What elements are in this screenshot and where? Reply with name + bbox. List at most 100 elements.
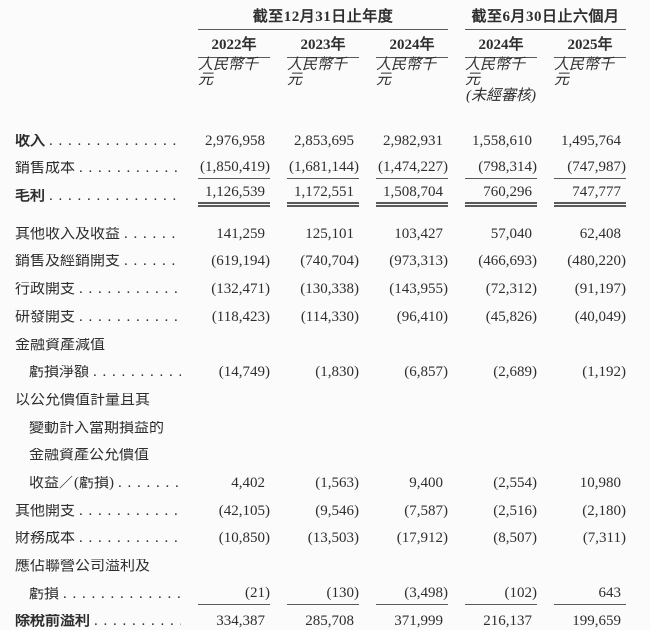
row-label: 金融資產減值 bbox=[15, 337, 106, 353]
table-row: 虧損淨額 (14,749) (1,830) (6,857) (2,689) (1,192) bbox=[15, 356, 650, 384]
unit-label: 人民幣千元 bbox=[287, 57, 348, 88]
row-label: 其他開支 bbox=[15, 503, 76, 519]
value-cell: (6,857) bbox=[404, 364, 448, 381]
value-cell bbox=[376, 436, 448, 439]
table-row: 銷售及經銷開支 (619,194) (740,704) (973,313) (466,6… bbox=[15, 245, 650, 273]
value-cell bbox=[287, 463, 359, 466]
value-cell: (42,105) bbox=[218, 502, 270, 519]
value-cell: (740,704) bbox=[300, 253, 359, 270]
dot-leader bbox=[75, 504, 181, 519]
value-cell: 747,777 bbox=[554, 185, 626, 208]
value-cell: 10,980 bbox=[579, 474, 621, 491]
value-cell: (45,826) bbox=[485, 308, 537, 325]
year-header: 2023年 bbox=[287, 30, 359, 58]
value-cell: (9,546) bbox=[315, 502, 359, 519]
value-cell bbox=[198, 408, 270, 411]
value-cell: 9,400 bbox=[409, 474, 443, 491]
table-row: 銷售成本 (1,850,419) (1,681,144) (1,474,227) (79… bbox=[15, 152, 650, 180]
value-cell: (2,554) bbox=[493, 474, 537, 491]
row-label-cell: 金融資產減值 bbox=[15, 338, 181, 356]
value-cell: (7,311) bbox=[582, 530, 626, 547]
value-cell: (7,587) bbox=[404, 502, 448, 519]
value-cell: (10,850) bbox=[218, 530, 270, 547]
dot-leader bbox=[75, 282, 181, 297]
table-row: 研發開支 (118,423) (114,330) (96,410) (45,826) (4… bbox=[15, 300, 650, 328]
table-row: 以公允價值計量且其 bbox=[15, 383, 650, 411]
value-cell: (72,312) bbox=[485, 281, 537, 298]
value-cell: 216,137 bbox=[483, 613, 532, 630]
row-label-cell: 虧損淨額 bbox=[15, 365, 181, 383]
value-cell bbox=[376, 353, 448, 356]
table-row: 金融資產減值 bbox=[15, 328, 650, 356]
table-row: 收益／(虧損) 4,402 (1,563) 9,400 (2,554) 10,980 bbox=[15, 466, 650, 494]
value-cell: (466,693) bbox=[478, 253, 537, 270]
value-cell: (480,220) bbox=[567, 253, 626, 270]
value-cell: (102) bbox=[465, 585, 537, 605]
row-label-cell: 變動計入當期損益的 bbox=[15, 421, 181, 439]
table-row: 其他收入及收益 141,259 125,101 103,427 57,040 62,408 bbox=[15, 217, 650, 245]
value-cell: (1,830) bbox=[315, 364, 359, 381]
value-cell bbox=[287, 353, 359, 356]
value-cell: (143,955) bbox=[389, 281, 448, 298]
table-row: 變動計入當期損益的 bbox=[15, 411, 650, 439]
row-label-cell: 收益／(虧損) bbox=[15, 476, 181, 494]
value-cell: (91,197) bbox=[574, 281, 626, 298]
value-cell: (3,498) bbox=[376, 585, 448, 605]
row-label-cell: 除稅前溢利 bbox=[15, 614, 181, 630]
value-cell: 1,126,539 bbox=[198, 185, 270, 208]
value-cell bbox=[198, 574, 270, 577]
value-cell: (619,194) bbox=[211, 253, 270, 270]
note-row: (未經審核) bbox=[15, 84, 650, 104]
value-cell: (1,192) bbox=[582, 364, 626, 381]
value-cell: (132,471) bbox=[211, 281, 270, 298]
year-header: 2024年 bbox=[465, 30, 537, 58]
value-cell: (130) bbox=[287, 585, 359, 605]
value-cell: (8,507) bbox=[493, 530, 537, 547]
value-cell: 199,659 bbox=[572, 613, 621, 630]
dot-leader bbox=[75, 310, 181, 325]
row-label: 毛利 bbox=[15, 189, 46, 205]
value-cell: 1,558,610 bbox=[472, 132, 532, 149]
row-label-cell: 虧損 bbox=[15, 587, 181, 605]
value-cell bbox=[376, 463, 448, 466]
value-cell: (1,563) bbox=[315, 474, 359, 491]
value-cell: 125,101 bbox=[305, 225, 354, 242]
row-label: 應佔聯營公司溢利及 bbox=[15, 559, 151, 574]
value-cell: 1,495,764 bbox=[561, 132, 621, 149]
value-cell: (2,180) bbox=[582, 502, 626, 519]
value-cell: (798,314) bbox=[465, 160, 537, 180]
value-cell: (17,912) bbox=[396, 530, 448, 547]
value-cell bbox=[198, 436, 270, 439]
dot-leader bbox=[75, 531, 181, 546]
row-label: 銷售及經銷開支 bbox=[15, 254, 121, 270]
value-cell: 371,999 bbox=[394, 613, 443, 630]
value-cell bbox=[554, 436, 626, 439]
table-row: 毛利 1,126,539 1,172,551 1,508,704 760,296 747,… bbox=[15, 179, 650, 208]
table-row: 虧損 (21) (130) (3,498) (102) 643 bbox=[15, 577, 650, 605]
dot-leader bbox=[120, 227, 181, 242]
value-cell: (14,749) bbox=[218, 364, 270, 381]
value-cell: 760,296 bbox=[465, 185, 537, 208]
row-label: 金融資產公允價值 bbox=[29, 448, 150, 464]
row-label: 收入 bbox=[15, 133, 46, 149]
value-cell bbox=[198, 463, 270, 466]
row-label: 虧損 bbox=[29, 586, 60, 602]
value-cell bbox=[465, 408, 537, 411]
row-label-cell: 收入 bbox=[15, 134, 181, 152]
row-label-cell: 研發開支 bbox=[15, 310, 181, 328]
dot-leader bbox=[120, 254, 181, 269]
dot-leader bbox=[114, 476, 181, 491]
year-header: 2025年 bbox=[554, 30, 626, 58]
year-header: 2022年 bbox=[198, 30, 270, 58]
row-label: 研發開支 bbox=[15, 309, 76, 325]
row-label: 其他收入及收益 bbox=[15, 226, 121, 242]
table-row: 除稅前溢利 334,387 285,708 371,999 216,137 199,659 bbox=[15, 605, 650, 630]
value-cell bbox=[465, 463, 537, 466]
row-label-cell: 財務成本 bbox=[15, 531, 181, 549]
unit-label: 人民幣千元 bbox=[465, 57, 526, 88]
value-cell bbox=[376, 408, 448, 411]
value-cell: 4,402 bbox=[231, 474, 265, 491]
value-cell: (118,423) bbox=[211, 308, 270, 325]
period-group-annual: 截至12月31日止年度 bbox=[198, 4, 448, 30]
